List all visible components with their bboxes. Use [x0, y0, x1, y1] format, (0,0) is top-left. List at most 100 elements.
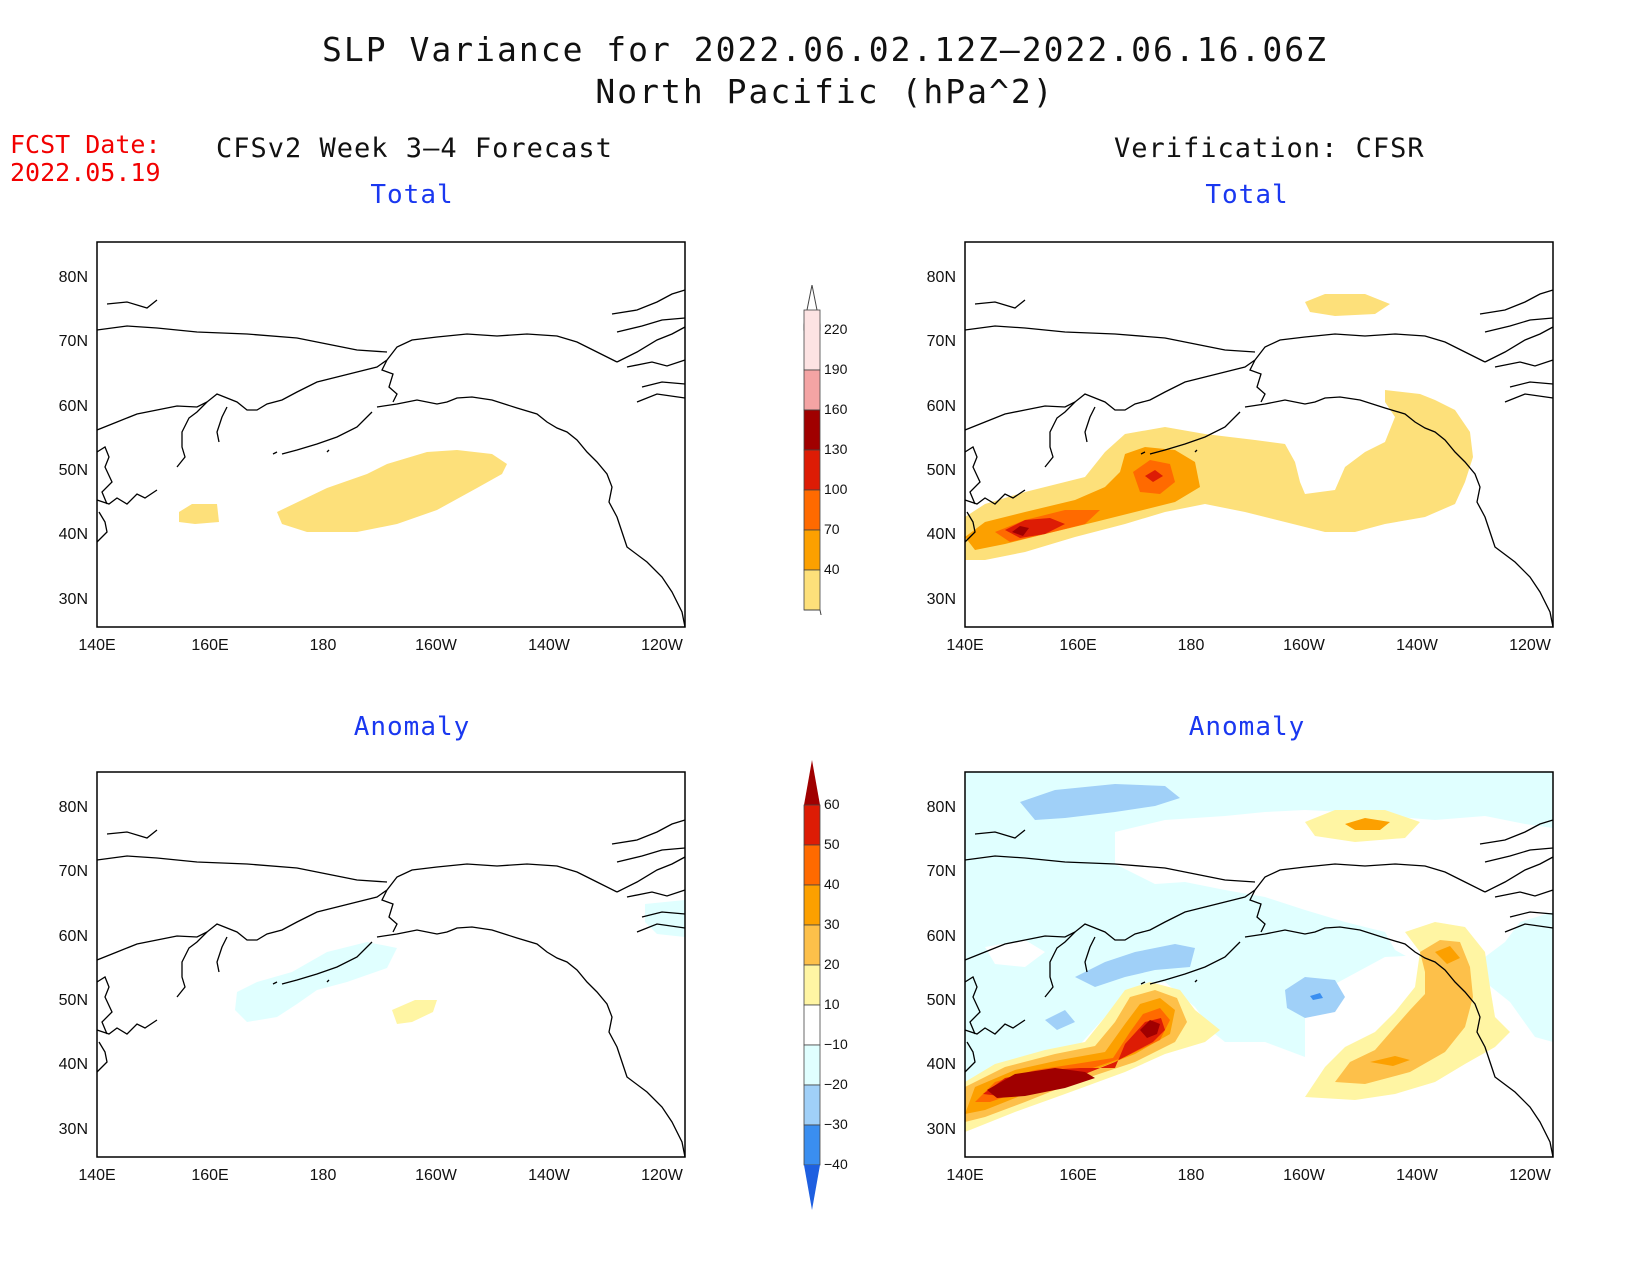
colorbar-swatch — [803, 924, 821, 966]
anomaly-contour-20-30 — [1335, 940, 1473, 1084]
colorbar-label: 40 — [824, 561, 840, 577]
lat-label: 30N — [59, 591, 88, 608]
lat-label: 80N — [927, 799, 956, 816]
verification-anomaly-label: Anomaly — [1188, 712, 1306, 742]
lat-label: 70N — [927, 333, 956, 350]
fcst-date-value: 2022.05.19 — [10, 158, 161, 187]
lon-axis: 140E 160E 180 160W 140W 120W — [78, 1167, 683, 1184]
colorbar-label: −20 — [824, 1076, 848, 1092]
anomaly-contour-neg20-neg10 — [645, 900, 685, 937]
anomaly-contour-neutral — [985, 940, 1045, 967]
anomaly-colorbar: 60 50 40 30 20 10 −10 −20 −30 −40 — [803, 760, 848, 1210]
lon-label: 140W — [528, 1167, 571, 1184]
lon-label: 120W — [1509, 1167, 1552, 1184]
anomaly-contour-gt60 — [987, 1068, 1095, 1098]
lat-label: 40N — [59, 526, 88, 543]
lon-label: 160W — [415, 1167, 458, 1184]
colorbar-swatch — [803, 1044, 821, 1086]
variance-contour-130-160 — [1145, 470, 1163, 482]
map-frame — [96, 241, 686, 628]
lat-label: 60N — [927, 928, 956, 945]
lon-axis: 140E 160E 180 160W 140W 120W — [946, 637, 1551, 654]
colorbar-swatch — [803, 449, 821, 491]
lon-label: 160E — [191, 637, 228, 654]
colorbar-label: 20 — [824, 956, 840, 972]
lat-label: 40N — [927, 526, 956, 543]
colorbar-swatch — [803, 1124, 821, 1166]
lon-label: 140W — [528, 637, 571, 654]
colorbar-label: 30 — [824, 916, 840, 932]
variance-contour-40-70 — [179, 504, 219, 524]
lat-label: 50N — [927, 992, 956, 1009]
map-frame — [964, 771, 1554, 1158]
colorbar-swatch — [803, 409, 821, 451]
lon-label: 120W — [1509, 637, 1552, 654]
lat-axis: 80N 70N 60N 50N 40N 30N — [927, 269, 956, 608]
anomaly-contour-20-30 — [1345, 818, 1390, 830]
colorbar-label: 190 — [824, 361, 848, 377]
lon-label: 160E — [1059, 637, 1096, 654]
colorbar-label: −30 — [824, 1116, 848, 1132]
lat-label: 60N — [59, 398, 88, 415]
lon-label: 140E — [946, 1167, 983, 1184]
anomaly-contour-neg30-neg20 — [1045, 1010, 1075, 1030]
lon-label: 140E — [78, 1167, 115, 1184]
lon-label: 160W — [1283, 1167, 1326, 1184]
variance-contour-40-70 — [277, 450, 507, 532]
colorbar-swatch — [803, 309, 821, 371]
figure-title: SLP Variance for 2022.06.02.12Z–2022.06.… — [322, 30, 1328, 69]
anomaly-contour-30-40 — [1435, 946, 1460, 964]
anomaly-contour-neg30-neg20 — [1075, 944, 1195, 987]
colorbar-swatch — [803, 1084, 821, 1126]
colorbar-label: 70 — [824, 521, 840, 537]
verification-anomaly-map: 80N 70N 60N 50N 40N 30N 140E 160E 180 16… — [927, 771, 1554, 1184]
colorbar-label: −10 — [824, 1036, 848, 1052]
anomaly-contour-10-20 — [392, 1000, 437, 1024]
lat-label: 50N — [59, 992, 88, 1009]
colorbar-swatch — [803, 489, 821, 531]
lon-label: 160W — [415, 637, 458, 654]
lat-label: 80N — [927, 269, 956, 286]
lon-label: 160E — [1059, 1167, 1096, 1184]
lon-axis: 140E 160E 180 160W 140W 120W — [946, 1167, 1551, 1184]
colorbar-swatch — [803, 569, 821, 611]
colorbar-swatch — [803, 1004, 821, 1046]
lat-label: 30N — [59, 1121, 88, 1138]
lon-label: 140W — [1396, 637, 1439, 654]
lon-label: 160W — [1283, 637, 1326, 654]
lat-label: 60N — [927, 398, 956, 415]
forecast-anomaly-label: Anomaly — [353, 712, 471, 742]
lon-label: 120W — [641, 1167, 684, 1184]
lat-label: 70N — [59, 333, 88, 350]
colorbar-swatch — [803, 369, 821, 411]
anomaly-contour-neg40-neg30 — [1310, 993, 1323, 1000]
lon-label: 140W — [1396, 1167, 1439, 1184]
colorbar-label: 100 — [824, 481, 848, 497]
colorbar-label: 60 — [824, 796, 840, 812]
forecast-total-map: 80N 70N 60N 50N 40N 30N 140E 160E 180 16… — [59, 241, 686, 654]
map-frame — [96, 771, 686, 1158]
lon-label: 180 — [310, 1167, 337, 1184]
colorbar-label: 220 — [824, 321, 848, 337]
lon-label: 140E — [946, 637, 983, 654]
figure-subtitle: North Pacific (hPa^2) — [595, 72, 1055, 111]
lat-label: 70N — [59, 863, 88, 880]
colorbar-tail — [804, 609, 822, 615]
anomaly-contour-gt60 — [1140, 1020, 1160, 1038]
colorbar-label: 10 — [824, 996, 840, 1012]
lon-label: 160E — [191, 1167, 228, 1184]
colorbar-label: 40 — [824, 876, 840, 892]
colorbar-label: 130 — [824, 441, 848, 457]
lat-axis: 80N 70N 60N 50N 40N 30N — [59, 799, 88, 1138]
lat-label: 80N — [59, 799, 88, 816]
lat-label: 50N — [927, 462, 956, 479]
lon-label: 180 — [1178, 637, 1205, 654]
verification-total-map: 80N 70N 60N 50N 40N 30N 140E 160E 180 16… — [927, 241, 1554, 654]
colorbar-arrow-bottom — [804, 1165, 820, 1210]
colorbar-label: 160 — [824, 401, 848, 417]
variance-contour-160-190 — [1012, 526, 1029, 536]
total-colorbar: 220 190 160 130 100 70 40 — [803, 285, 848, 615]
anomaly-contour-30-40 — [1370, 1056, 1410, 1066]
lat-label: 30N — [927, 1121, 956, 1138]
anomaly-contour-neg20-neg10 — [235, 942, 397, 1022]
